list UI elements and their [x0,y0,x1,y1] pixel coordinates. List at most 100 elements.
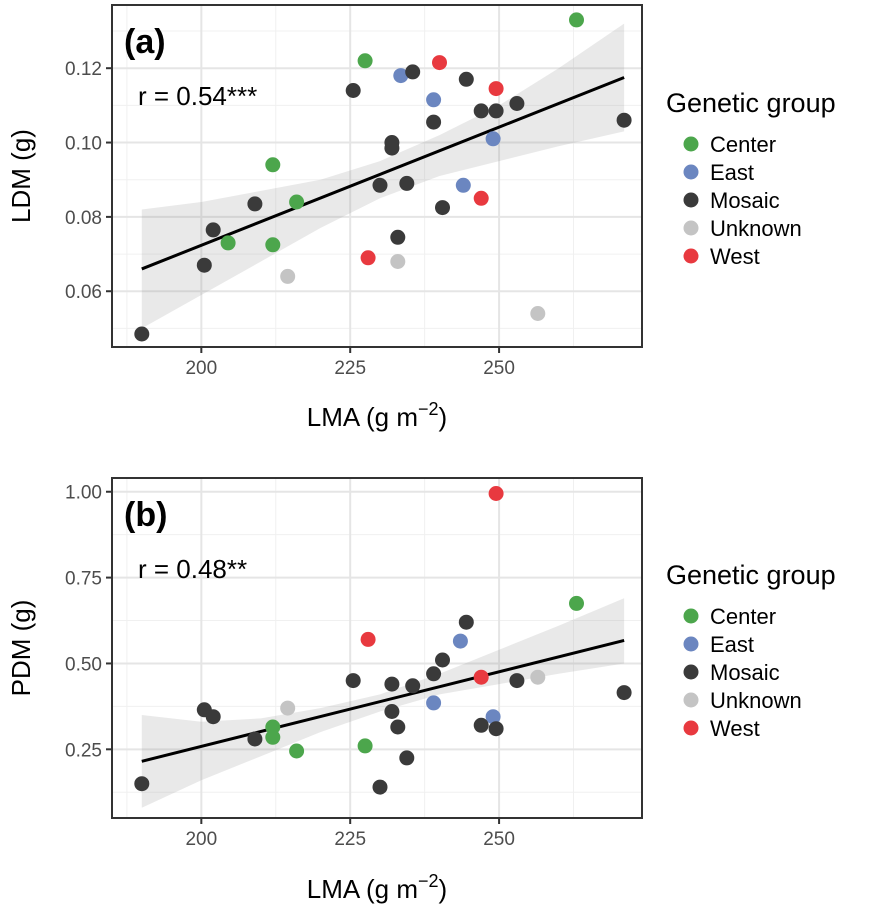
correlation-annotation: r = 0.48** [138,554,247,584]
data-point-west [360,250,376,266]
legend: Genetic group Center East Mosaic Unknown West [666,560,836,741]
data-point-center [569,595,584,611]
data-point-mosaic [473,103,489,119]
legend: Genetic group Center East Mosaic Unknown West [666,88,836,269]
data-point-mosaic [384,704,400,719]
data-point-mosaic [616,112,632,128]
data-point-west [473,190,489,206]
data-point-mosaic [405,678,421,694]
data-point-west [360,631,376,647]
data-point-west [488,81,504,97]
legend-swatch-unknown [683,692,699,708]
legend-swatch-west [683,248,699,264]
data-point-mosaic [384,676,400,692]
data-point-mosaic [247,196,263,212]
data-point-mosaic [426,114,442,130]
data-point-mosaic [488,721,504,737]
x-tick-label: 225 [334,829,366,850]
regression-line [141,76,625,271]
plot-border [111,477,643,819]
panel-label: (b) [124,496,167,534]
x-axis-title-end: ) [439,874,448,904]
data-point-mosaic [372,779,388,795]
data-point-mosaic [205,709,221,725]
data-point-mosaic [435,200,450,216]
panel-b: 200 225 250 0.25 0.50 0.75 1.00 (b) r = 0.48** LM… [6,477,836,904]
data-point-center [265,237,281,253]
y-tick-label: 0.12 [65,59,102,80]
data-point-center [265,729,281,745]
x-tick-label: 225 [334,358,366,379]
legend-swatch-center [683,608,699,624]
legend-label-center: Center [710,604,776,629]
y-tick-label: 0.06 [65,282,102,303]
y-axis-title: LDM (g) [6,129,36,223]
data-point-east [393,68,409,84]
data-point-mosaic [426,666,442,682]
legend-title: Genetic group [666,560,836,590]
x-axis-title: LMA (g m−2) [307,871,447,904]
data-point-west [432,55,447,71]
x-axis-title-main: LMA (g m [307,874,418,904]
data-point-east [426,92,442,108]
data-point-mosaic [134,326,150,342]
data-point-mosaic [196,257,212,273]
x-tick-label: 200 [185,358,217,379]
data-point-mosaic [509,96,525,111]
legend-label-unknown: Unknown [710,216,802,241]
data-point-mosaic [134,776,150,792]
data-point-unknown [280,268,296,284]
data-point-mosaic [488,103,504,119]
data-point-mosaic [247,731,263,747]
data-point-west [473,669,489,685]
x-axis-title-end: ) [439,402,448,432]
legend-label-east: East [710,160,754,185]
data-point-center [289,743,305,759]
data-point-center [357,738,373,754]
x-axis-title-main: LMA (g m [307,402,418,432]
data-point-mosaic [509,673,525,689]
regression-line [141,638,625,763]
legend-swatch-mosaic [683,192,699,208]
x-tick-label: 250 [483,829,515,850]
x-tick-label: 200 [185,829,217,850]
legend-label-mosaic: Mosaic [710,188,780,213]
data-point-unknown [530,669,546,685]
data-point-center [357,53,373,69]
y-tick-label: 0.25 [65,740,102,761]
confidence-band [141,598,625,808]
data-point-center [265,719,281,735]
data-point-east [485,709,501,725]
legend-label-west: West [710,244,760,269]
panel-a: 200 225 250 0.06 0.08 0.10 0.12 (a) r = 0.54*** L… [6,4,836,432]
data-point-unknown [390,254,406,269]
legend-swatch-east [683,164,699,180]
x-tick-label: 250 [483,358,515,379]
y-tick-label: 0.08 [65,208,102,229]
data-point-mosaic [372,177,388,193]
data-point-mosaic [435,652,450,668]
legend-label-east: East [710,632,754,657]
data-point-mosaic [399,750,415,766]
legend-label-unknown: Unknown [710,688,802,713]
data-point-unknown [280,700,296,716]
data-point-mosaic [205,222,221,238]
data-point-east [485,131,501,147]
data-point-mosaic [390,229,406,245]
legend-label-west: West [710,716,760,741]
data-point-mosaic [345,673,361,689]
data-point-mosaic [345,83,361,98]
data-point-east [455,177,471,193]
confidence-band [141,23,625,329]
x-axis-title-superscript: −2 [418,871,439,891]
y-tick-label: 0.50 [65,654,102,675]
data-point-center [289,194,305,210]
x-axis-title-superscript: −2 [418,399,439,419]
legend-title: Genetic group [666,88,836,118]
y-tick-label: 0.75 [65,569,102,590]
data-point-mosaic [399,175,415,191]
data-point-center [220,235,236,251]
legend-swatch-east [683,636,699,652]
y-tick-label: 0.10 [65,134,102,155]
